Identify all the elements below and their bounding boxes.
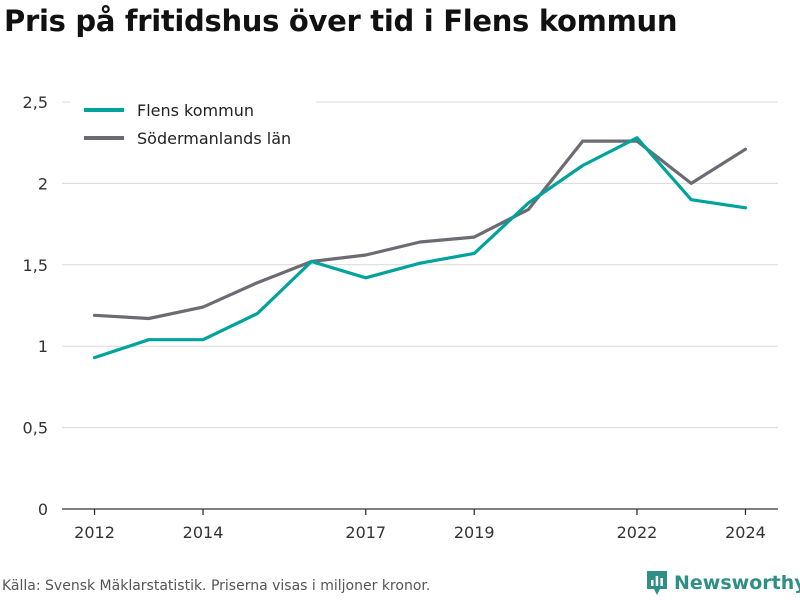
x-tick-label: 2014 [183, 523, 224, 542]
brand-name: Newsworthy [674, 572, 800, 594]
legend-label: Flens kommun [137, 101, 254, 120]
legend: Flens kommun Södermanlands län [70, 98, 316, 158]
series-lines [92, 136, 748, 360]
x-tick-label: 2012 [74, 523, 115, 542]
x-tick-label: 2024 [725, 523, 766, 542]
y-tick-label: 1 [38, 337, 48, 356]
x-tick-label: 2022 [617, 523, 658, 542]
series-line-södermanlands-län [92, 139, 748, 321]
x-axis-ticks: 2012 2014 2017 2019 2022 2024 [74, 509, 766, 542]
y-tick-label: 0,5 [23, 419, 48, 438]
y-tick-label: 1,5 [23, 256, 48, 275]
y-tick-label: 2,5 [23, 93, 48, 112]
chart-title: Pris på fritidshus över tid i Flens komm… [4, 4, 678, 38]
x-tick-label: 2017 [345, 523, 386, 542]
bar-chart-icon [647, 571, 667, 595]
source-note: Källa: Svensk Mäklarstatistik. Priserna … [2, 578, 431, 594]
legend-label: Södermanlands län [137, 129, 291, 148]
y-axis-ticks: 0 0,5 1 1,5 2 2,5 [23, 93, 48, 519]
y-tick-label: 0 [38, 500, 48, 519]
x-tick-label: 2019 [454, 523, 495, 542]
brand-logo[interactable]: Newsworthy [646, 570, 800, 596]
series-line-flens-kommun [92, 136, 748, 360]
y-tick-label: 2 [38, 174, 48, 193]
